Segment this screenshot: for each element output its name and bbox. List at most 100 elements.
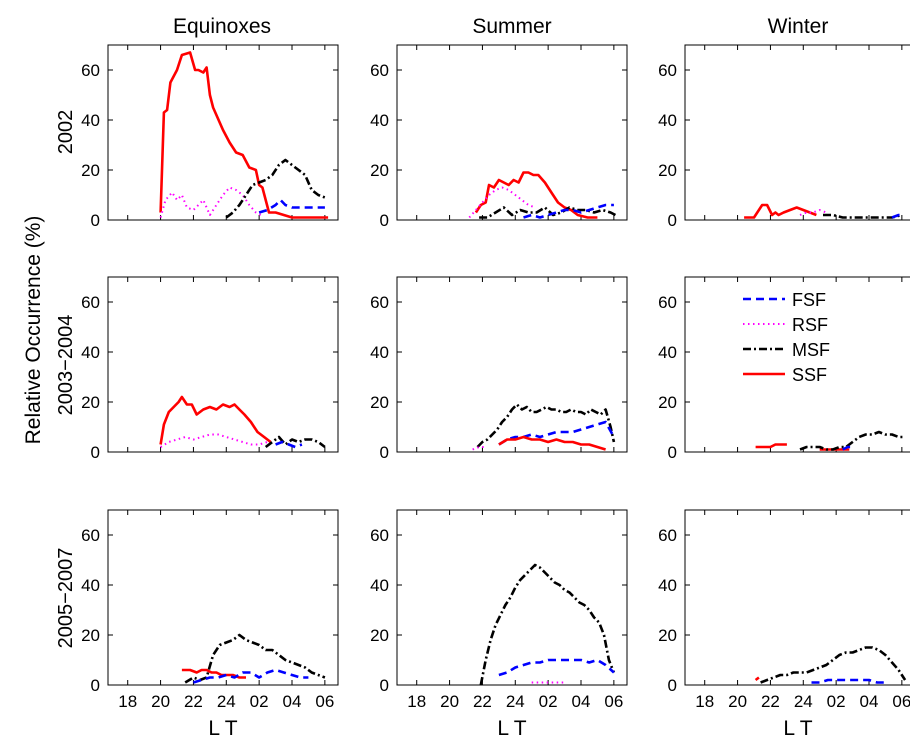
x-tick-label: 18 — [695, 692, 714, 711]
y-tick-label: 0 — [380, 676, 389, 695]
x-tick-label: 04 — [860, 692, 879, 711]
axes-box — [684, 509, 910, 686]
y-tick-label: 20 — [81, 393, 100, 412]
legend-entry-fsf: FSF — [743, 290, 826, 310]
legend-entry-ssf: SSF — [743, 365, 827, 385]
column-title-equinoxes: Equinoxes — [173, 15, 271, 38]
x-tick-label: 20 — [440, 692, 459, 711]
legend-label-msf: MSF — [792, 340, 830, 360]
panel-7: 0 20 40 60 18 20 22 24 02 04 06 — [81, 509, 339, 711]
series-line-fsf — [842, 445, 853, 451]
axes-box — [107, 509, 339, 686]
y-tick-label: 40 — [370, 576, 389, 595]
y-tick-label: 20 — [81, 161, 100, 180]
axes-box — [396, 44, 628, 221]
legend-entry-rsf: RSF — [743, 315, 828, 335]
x-axis-label-equinoxes: L T — [208, 717, 237, 739]
legend-label-rsf: RSF — [792, 315, 828, 335]
series-line-fsf — [258, 198, 325, 214]
y-tick-label: 60 — [658, 526, 677, 545]
y-tick-label: 60 — [81, 526, 100, 545]
y-tick-label: 60 — [370, 293, 389, 312]
series-line-msf — [225, 158, 326, 219]
series-line-fsf — [193, 668, 309, 684]
y-tick-label: 60 — [658, 61, 677, 80]
row-label-2002: 2002 — [55, 110, 77, 155]
y-tick-label: 40 — [81, 576, 100, 595]
y-tick-label: 0 — [668, 443, 677, 462]
x-tick-label: 24 — [794, 692, 813, 711]
series-line-fsf — [891, 213, 902, 219]
axes-box — [396, 276, 628, 453]
series-line-msf — [479, 563, 616, 686]
y-tick-label: 20 — [658, 393, 677, 412]
panel-3: 0 20 40 60 — [658, 44, 910, 230]
x-tick-label: 06 — [315, 692, 334, 711]
panel-6: 0 20 40 60 — [658, 276, 910, 462]
panels: 0204060020406002040600204060020406002040… — [81, 44, 910, 711]
x-tick-label: 02 — [827, 692, 846, 711]
panel-5: 0 20 40 60 — [370, 276, 628, 462]
x-tick-label: 02 — [250, 692, 269, 711]
y-tick-label: 20 — [81, 626, 100, 645]
row-label-2005-2007: 2005−2007 — [55, 548, 77, 649]
panel-8: 0 20 40 60 18 20 22 24 02 04 06 — [370, 509, 628, 711]
x-tick-label: 20 — [728, 692, 747, 711]
y-tick-label: 40 — [658, 111, 677, 130]
y-tick-label: 20 — [658, 626, 677, 645]
series-line-msf — [184, 633, 326, 684]
x-tick-label: 18 — [407, 692, 426, 711]
y-tick-label: 0 — [91, 211, 100, 230]
y-tick-label: 60 — [658, 293, 677, 312]
y-tick-label: 20 — [658, 161, 677, 180]
series-line-msf — [479, 206, 617, 219]
x-tick-label: 24 — [217, 692, 236, 711]
y-tick-label: 0 — [380, 443, 389, 462]
axes-box — [396, 509, 628, 686]
series-line-msf — [264, 435, 326, 449]
y-tick-label: 40 — [81, 343, 100, 362]
y-tick-label: 60 — [370, 61, 389, 80]
row-label-2003-2004: 2003−2004 — [55, 315, 77, 416]
column-title-winter: Winter — [768, 15, 829, 38]
legend-entry-msf: MSF — [743, 340, 830, 360]
y-tick-label: 40 — [658, 343, 677, 362]
y-tick-label: 20 — [370, 626, 389, 645]
series-line-ssf — [181, 668, 246, 679]
panel-1: 0 20 40 60 — [81, 44, 339, 230]
x-tick-label: 18 — [118, 692, 137, 711]
y-tick-label: 40 — [81, 111, 100, 130]
series-line-ssf — [159, 395, 272, 445]
x-tick-label: 02 — [539, 692, 558, 711]
y-tick-label: 40 — [658, 576, 677, 595]
y-tick-label: 60 — [81, 61, 100, 80]
x-tick-label: 22 — [473, 692, 492, 711]
y-tick-label: 0 — [668, 676, 677, 695]
series-line-rsf — [468, 186, 536, 219]
x-axis-label-winter: L T — [783, 717, 812, 739]
series-line-fsf — [498, 420, 616, 446]
x-tick-label: 22 — [761, 692, 780, 711]
legend: FSF RSF MSF SSF — [743, 290, 830, 385]
y-tick-label: 60 — [370, 526, 389, 545]
y-tick-label: 20 — [370, 393, 389, 412]
x-tick-label: 04 — [572, 692, 591, 711]
x-tick-label: 06 — [604, 692, 623, 711]
axes-box — [684, 44, 910, 221]
y-tick-label: 0 — [668, 211, 677, 230]
series-line-msf — [760, 646, 907, 684]
series-line-msf — [476, 403, 616, 448]
axes-box — [107, 276, 339, 453]
y-tick-label: 40 — [370, 111, 389, 130]
panel-2: 0 20 40 60 — [370, 44, 628, 230]
legend-label-fsf: FSF — [792, 290, 826, 310]
x-tick-label: 04 — [283, 692, 302, 711]
y-tick-label: 60 — [81, 293, 100, 312]
x-tick-label: 22 — [184, 692, 203, 711]
axes-box — [684, 276, 910, 453]
series-line-ssf — [755, 443, 787, 449]
x-tick-label: 06 — [892, 692, 910, 711]
panel-4: 0 20 40 60 — [81, 276, 339, 462]
y-tick-label: 40 — [370, 343, 389, 362]
